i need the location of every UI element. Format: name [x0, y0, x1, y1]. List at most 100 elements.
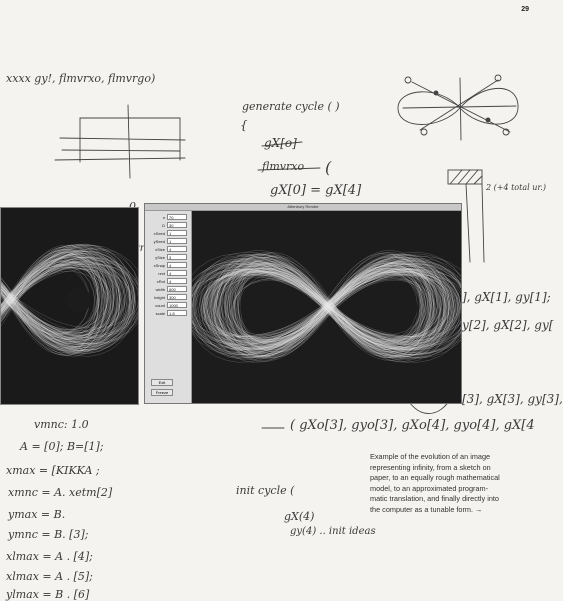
render-curve: [1, 257, 104, 343]
render-curve: [200, 271, 454, 350]
render-curve: [1, 260, 99, 333]
left-render-window: [0, 207, 139, 405]
render-curve: [1, 261, 107, 346]
render-curve: [215, 265, 435, 351]
render-curve: [1, 261, 98, 332]
exit-button[interactable]: Exit: [151, 379, 173, 386]
render-curve: [192, 274, 461, 337]
render-curve: [1, 269, 135, 338]
render-hole: [391, 293, 418, 321]
param-row: count 1000: [147, 302, 189, 309]
render-canvas[interactable]: [192, 211, 461, 403]
render-curve: [219, 258, 438, 357]
render-curve: [1, 264, 90, 335]
param-field[interactable]: 600: [167, 286, 187, 292]
render-curve: [217, 253, 431, 359]
render-curve: [200, 270, 449, 352]
render-curve: [1, 262, 132, 342]
render-curve: [192, 258, 461, 359]
render-curve: [1, 258, 117, 345]
render-curve: [213, 270, 446, 350]
render-curve: [201, 272, 457, 338]
param-field[interactable]: 3: [167, 254, 187, 260]
handwritten-brace: {: [240, 118, 248, 132]
window-title[interactable]: Attenbury Render: [145, 204, 461, 211]
param-field[interactable]: 1000: [167, 302, 187, 308]
param-field[interactable]: 4: [167, 278, 187, 284]
param-field[interactable]: 1: [167, 238, 187, 244]
render-curve: [192, 263, 461, 354]
param-row: xSize 4: [147, 246, 189, 253]
render-curve: [1, 245, 107, 354]
render-curve: [192, 263, 461, 355]
render-curve: [1, 250, 133, 346]
param-field[interactable]: 70: [167, 214, 187, 220]
render-curve: [1, 258, 102, 343]
render-curve: [1, 256, 120, 341]
handwritten-number-0: 0: [129, 200, 136, 213]
render-curve: [203, 270, 448, 348]
param-row: scale 1.8: [147, 310, 189, 317]
param-field[interactable]: 4: [167, 270, 187, 276]
param-label: xSnap: [153, 263, 165, 268]
handwritten-code-line: xlmax = A . [4];: [6, 550, 93, 563]
render-curve: [1, 259, 98, 337]
render-curve: [233, 256, 432, 351]
render-curve: [225, 260, 435, 348]
param-field[interactable]: 4: [167, 262, 187, 268]
render-curve: [215, 262, 446, 349]
render-curve: [1, 252, 132, 351]
render-curve: [1, 256, 119, 347]
render-curve: [208, 256, 453, 363]
caption-line: Example of the evolution of an image: [370, 452, 491, 461]
render-curve: [1, 249, 130, 344]
param-field[interactable]: 300: [167, 294, 187, 300]
render-curve: [203, 269, 460, 349]
render-curve: [1, 251, 128, 345]
param-field[interactable]: 1: [167, 230, 187, 236]
handwritten-code-line: ymax = B.: [8, 508, 66, 521]
render-app-window[interactable]: Attenbury Render n 70 D 30 xSeed 1 ySeed 1 x…: [144, 203, 462, 404]
render-curve: [216, 271, 442, 338]
handwritten-note-top-left: xxxx gy!, flmvrxo, flmvrgo): [6, 72, 156, 85]
render-curve: [211, 253, 445, 354]
render-curve: [1, 254, 115, 352]
render-curve: [210, 261, 450, 357]
render-curve: [1, 246, 135, 348]
render-curve: [1, 243, 118, 349]
render-curve: [1, 264, 99, 339]
render-curve: [1, 261, 131, 338]
render-curve: [223, 271, 426, 336]
render-curve: [1, 255, 105, 344]
render-curve: [1, 261, 101, 334]
render-curve: [221, 255, 439, 358]
handwritten-code-line: vmnc: 1.0: [34, 418, 89, 431]
render-curve: [192, 253, 461, 356]
handwritten-code-line: xlmax = A . [5];: [6, 570, 93, 583]
render-curve: [206, 268, 457, 349]
render-curve: [218, 262, 441, 357]
render-curve: [225, 267, 438, 341]
render-curve: [208, 267, 441, 353]
render-curve: [192, 268, 456, 346]
render-curve: [192, 258, 461, 349]
handwritten-paren: (: [325, 158, 332, 177]
render-curve: [211, 270, 446, 341]
render-curve: [213, 256, 447, 358]
param-label: xRot: [156, 279, 165, 284]
render-curve: [214, 261, 436, 352]
render-curve: [1, 256, 112, 337]
caption-line: representing infinity, from a sketch on: [370, 462, 491, 472]
render-curve: [192, 268, 461, 338]
freeze-button[interactable]: Freeze: [151, 389, 173, 396]
render-curve: [198, 259, 455, 360]
render-curve: [1, 261, 127, 336]
render-curve: [1, 259, 121, 345]
render-curve: [215, 253, 450, 359]
render-curve: [1, 253, 123, 349]
render-curve: [1, 257, 138, 344]
render-curve: [1, 260, 138, 337]
param-field[interactable]: 4: [167, 246, 187, 252]
param-field[interactable]: 30: [167, 222, 187, 228]
param-field[interactable]: 1.8: [167, 310, 187, 316]
